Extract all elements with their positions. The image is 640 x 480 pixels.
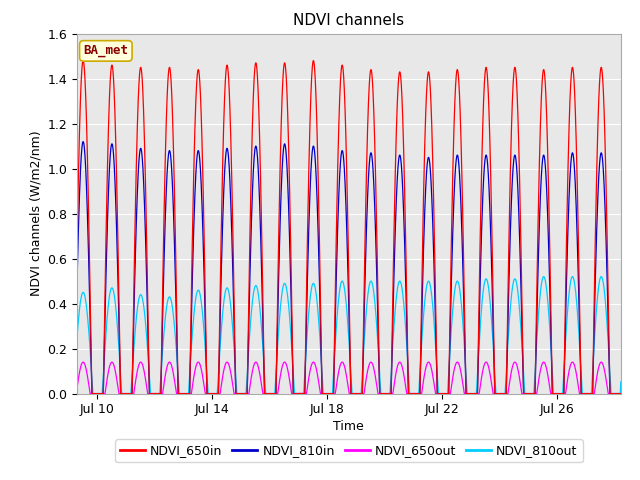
Legend: NDVI_650in, NDVI_810in, NDVI_650out, NDVI_810out: NDVI_650in, NDVI_810in, NDVI_650out, NDV… — [115, 440, 582, 462]
Line: NDVI_650out: NDVI_650out — [68, 362, 629, 394]
NDVI_810out — [596, 277, 604, 283]
Line: NDVI_650in: NDVI_650in — [68, 60, 629, 394]
NDVI_650out — [281, 359, 289, 365]
NDVI_810in — [98, 391, 106, 396]
Y-axis label: NDVI channels (W/m2/nm): NDVI channels (W/m2/nm) — [30, 131, 43, 297]
NDVI_650in — [67, 391, 74, 396]
NDVI_650in — [310, 58, 317, 63]
Line: NDVI_810in: NDVI_810in — [68, 142, 629, 394]
NDVI_650out — [596, 361, 604, 367]
NDVI_650in — [88, 369, 95, 374]
NDVI_650out — [625, 360, 633, 365]
NDVI_650out — [67, 391, 74, 396]
NDVI_810in — [88, 377, 95, 383]
NDVI_810in — [339, 148, 346, 154]
NDVI_650in — [596, 76, 604, 82]
NDVI_650out — [65, 391, 72, 396]
NDVI_810out — [174, 374, 182, 380]
NDVI_650out — [98, 391, 106, 396]
NDVI_810in — [596, 159, 604, 165]
NDVI_650in — [339, 63, 346, 69]
NDVI_650in — [65, 391, 72, 396]
NDVI_810in — [79, 139, 87, 144]
NDVI_810in — [67, 391, 74, 396]
NDVI_650in — [174, 391, 182, 396]
NDVI_810in — [625, 151, 633, 157]
NDVI_650out — [88, 391, 95, 396]
X-axis label: Time: Time — [333, 420, 364, 433]
NDVI_650out — [174, 391, 182, 396]
NDVI_810out — [625, 272, 633, 278]
NDVI_810out — [88, 366, 95, 372]
Text: BA_met: BA_met — [83, 44, 129, 58]
NDVI_810in — [65, 391, 72, 396]
Line: NDVI_810out: NDVI_810out — [68, 275, 629, 394]
Title: NDVI channels: NDVI channels — [293, 13, 404, 28]
NDVI_810out — [98, 391, 106, 396]
NDVI_650in — [625, 69, 633, 74]
NDVI_810in — [175, 391, 182, 396]
NDVI_810out — [339, 278, 346, 284]
NDVI_810out — [67, 391, 74, 396]
NDVI_650out — [339, 360, 346, 365]
NDVI_650in — [98, 391, 106, 396]
NDVI_810out — [65, 391, 72, 396]
